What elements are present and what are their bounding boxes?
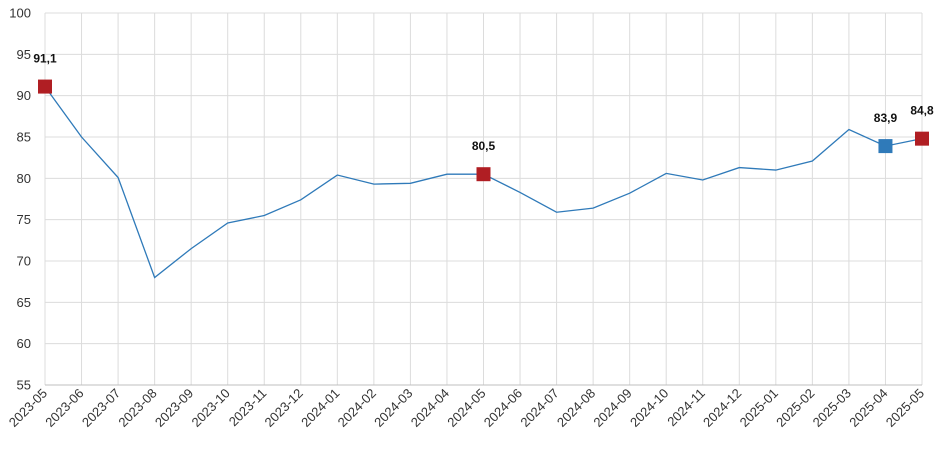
x-tick-label: 2023-08 bbox=[115, 386, 159, 430]
x-tick-label: 2024-07 bbox=[517, 386, 561, 430]
y-tick-label: 70 bbox=[17, 254, 31, 269]
y-tick-label: 60 bbox=[17, 336, 31, 351]
y-tick-label: 90 bbox=[17, 88, 31, 103]
x-axis-tick-labels: 2023-052023-062023-072023-082023-092023-… bbox=[6, 386, 927, 430]
x-tick-label: 2025-01 bbox=[737, 386, 781, 430]
y-tick-label: 85 bbox=[17, 130, 31, 145]
x-tick-label: 2024-03 bbox=[371, 386, 415, 430]
data-label: 84,8 bbox=[910, 104, 934, 118]
x-tick-label: 2024-05 bbox=[444, 386, 488, 430]
data-label: 83,9 bbox=[874, 111, 898, 125]
x-tick-label: 2024-10 bbox=[627, 386, 671, 430]
x-tick-label: 2025-02 bbox=[773, 386, 817, 430]
x-tick-label: 2025-04 bbox=[846, 386, 890, 430]
x-tick-label: 2024-09 bbox=[590, 386, 634, 430]
y-tick-label: 100 bbox=[9, 6, 31, 21]
x-tick-label: 2024-01 bbox=[298, 386, 342, 430]
x-tick-label: 2024-12 bbox=[700, 386, 744, 430]
x-tick-label: 2025-05 bbox=[883, 386, 927, 430]
highlight-markers bbox=[38, 79, 929, 182]
data-labels: 91,1 80,5 83,9 84,8 bbox=[33, 52, 934, 154]
x-tick-label: 2023-10 bbox=[188, 386, 232, 430]
x-tick-label: 2023-12 bbox=[262, 386, 306, 430]
x-gridlines bbox=[44, 13, 923, 385]
data-point-marker bbox=[476, 167, 491, 182]
y-tick-label: 80 bbox=[17, 171, 31, 186]
x-tick-label: 2024-02 bbox=[335, 386, 379, 430]
y-axis-tick-labels: 55 60 65 70 75 80 85 90 95 100 bbox=[9, 6, 31, 393]
y-tick-label: 95 bbox=[17, 47, 31, 62]
y-tick-label: 75 bbox=[17, 212, 31, 227]
x-tick-label: 2023-09 bbox=[152, 386, 196, 430]
y-tick-label: 65 bbox=[17, 295, 31, 310]
y-tick-label: 55 bbox=[17, 378, 31, 393]
x-tick-label: 2024-06 bbox=[481, 386, 525, 430]
x-tick-label: 2024-04 bbox=[408, 386, 452, 430]
data-label: 91,1 bbox=[33, 52, 57, 66]
data-label: 80,5 bbox=[472, 139, 496, 153]
x-tick-label: 2025-03 bbox=[810, 386, 854, 430]
x-tick-label: 2023-06 bbox=[42, 386, 86, 430]
data-point-marker bbox=[915, 131, 929, 146]
x-tick-label: 2023-07 bbox=[79, 386, 123, 430]
data-point-marker bbox=[38, 79, 52, 94]
x-tick-label: 2023-11 bbox=[226, 386, 270, 430]
data-point-marker bbox=[878, 139, 893, 154]
x-tick-label: 2024-08 bbox=[554, 386, 598, 430]
x-tick-label: 2024-11 bbox=[664, 386, 708, 430]
